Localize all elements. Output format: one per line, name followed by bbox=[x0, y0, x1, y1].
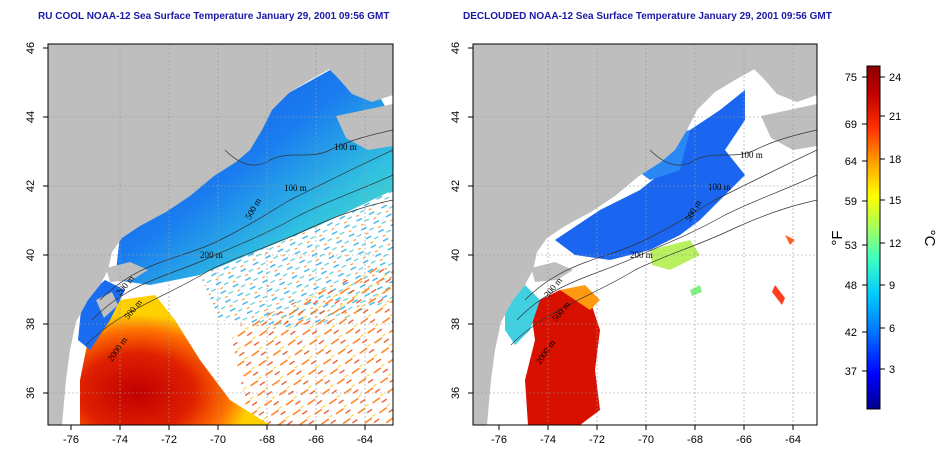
left-long-island bbox=[106, 262, 148, 282]
right-sst-warm-edge bbox=[560, 285, 600, 310]
colorbar-c-tick: 6 bbox=[889, 323, 895, 335]
left-x-tick: -70 bbox=[210, 434, 226, 446]
right-depth-label-1: 100 m bbox=[740, 150, 763, 160]
left-x-tick: -72 bbox=[161, 434, 177, 446]
colorbar-c-tick: 15 bbox=[889, 195, 901, 207]
right-sst-fleck bbox=[690, 285, 702, 296]
left-y-tick: 42 bbox=[25, 180, 37, 192]
colorbar-f-tick: 59 bbox=[845, 196, 857, 208]
left-grid bbox=[48, 44, 393, 425]
colorbar-f-tick: 64 bbox=[845, 156, 857, 168]
right-grid bbox=[473, 44, 817, 425]
left-x-tick: -76 bbox=[63, 434, 79, 446]
colorbar: 75 69 64 59 53 48 42 37 24 21 18 15 12 9… bbox=[829, 65, 938, 410]
colorbar-f-tick: 48 bbox=[845, 280, 857, 292]
left-panel-title: RU COOL NOAA-12 Sea Surface Temperature … bbox=[38, 11, 390, 22]
right-map: 100 m 100 m 500 m 200 m 200 m 500 m 2000… bbox=[450, 42, 818, 446]
colorbar-f-tick: 53 bbox=[845, 240, 857, 252]
colorbar-c-tick: 24 bbox=[889, 72, 901, 84]
colorbar-celsius-label: °C bbox=[921, 230, 938, 247]
left-y-tick: 40 bbox=[25, 249, 37, 261]
left-y-tick: 38 bbox=[25, 318, 37, 330]
right-x-tick-labels: -76 -74 -72 -70 -68 -66 -64 bbox=[491, 434, 801, 446]
colorbar-c-tick: 3 bbox=[889, 364, 895, 376]
right-x-tick: -68 bbox=[687, 434, 703, 446]
left-contour-100 bbox=[224, 129, 393, 166]
right-sst-cool-region bbox=[555, 90, 745, 260]
right-x-tick: -74 bbox=[540, 434, 556, 446]
left-y-tick: 36 bbox=[25, 387, 37, 399]
colorbar-fahrenheit-ticks: 75 69 64 59 53 48 42 37 bbox=[845, 72, 857, 378]
right-contour-500 bbox=[516, 174, 817, 321]
right-map-frame bbox=[472, 43, 818, 426]
left-depth-label-4: 200 m bbox=[200, 250, 223, 260]
left-depth-label-1: 100 m bbox=[334, 142, 357, 152]
colorbar-f-tick: 69 bbox=[845, 119, 857, 131]
left-depth-label-2: 100 m bbox=[284, 183, 307, 193]
colorbar-f-tick: 37 bbox=[845, 366, 857, 378]
left-land bbox=[48, 44, 393, 425]
left-x-tick: -64 bbox=[357, 434, 373, 446]
left-sst-warm-region bbox=[80, 295, 270, 425]
right-depth-label-2: 100 m bbox=[708, 182, 731, 192]
left-y-tick: 46 bbox=[25, 42, 37, 54]
right-long-island bbox=[531, 262, 573, 282]
left-sst-speckle-warm bbox=[230, 260, 393, 425]
right-nova-scotia bbox=[743, 44, 817, 102]
right-panel-title: DECLOUDED NOAA-12 Sea Surface Temperatur… bbox=[463, 11, 832, 22]
colorbar-c-tick: 18 bbox=[889, 154, 901, 166]
right-y-tick: 44 bbox=[450, 111, 462, 123]
colorbar-celsius-ticks: 24 21 18 15 12 9 6 3 bbox=[889, 72, 901, 376]
colorbar-fahrenheit-label: °F bbox=[829, 230, 846, 245]
right-y-tick: 40 bbox=[450, 249, 462, 261]
right-y-tick: 38 bbox=[450, 318, 462, 330]
left-y-tick: 44 bbox=[25, 111, 37, 123]
left-y-tick-labels: 46 44 42 40 38 36 bbox=[25, 42, 37, 399]
colorbar-gradient bbox=[866, 65, 881, 410]
right-y-tick-labels: 46 44 42 40 38 36 bbox=[450, 42, 462, 399]
colorbar-f-tick: 42 bbox=[845, 327, 857, 339]
left-x-tick: -68 bbox=[259, 434, 275, 446]
left-contour-500 bbox=[91, 174, 393, 321]
left-nova-scotia-south bbox=[336, 104, 393, 150]
left-contour-200 bbox=[99, 149, 393, 301]
colorbar-c-tick: 9 bbox=[889, 280, 895, 292]
right-x-tick: -76 bbox=[491, 434, 507, 446]
left-nova-scotia bbox=[318, 44, 393, 102]
right-sst-fleck bbox=[772, 285, 785, 305]
left-map-frame bbox=[47, 43, 394, 426]
left-sst-cool-region bbox=[115, 70, 393, 285]
right-sst-fleck bbox=[785, 235, 795, 245]
left-map: 100 m 100 m 500 m 200 m 200 m 500 m 2000… bbox=[25, 42, 394, 446]
left-x-tick: -74 bbox=[112, 434, 128, 446]
right-x-tick: -66 bbox=[736, 434, 752, 446]
colorbar-c-tick: 12 bbox=[889, 238, 901, 250]
left-x-tick: -66 bbox=[308, 434, 324, 446]
right-nova-scotia-south bbox=[761, 104, 817, 150]
right-x-tick: -64 bbox=[785, 434, 801, 446]
right-contour-100 bbox=[649, 129, 817, 166]
left-tick-marks bbox=[43, 47, 366, 430]
right-x-tick: -70 bbox=[638, 434, 654, 446]
right-contour-200 bbox=[524, 149, 817, 301]
right-y-tick: 46 bbox=[450, 42, 462, 54]
right-y-tick: 42 bbox=[450, 180, 462, 192]
right-x-tick: -72 bbox=[589, 434, 605, 446]
colorbar-f-tick: 75 bbox=[845, 72, 857, 84]
right-tick-marks bbox=[468, 47, 794, 430]
left-x-tick-labels: -76 -74 -72 -70 -68 -66 -64 bbox=[63, 434, 373, 446]
colorbar-tick-marks bbox=[862, 76, 885, 372]
right-land bbox=[473, 44, 817, 425]
colorbar-c-tick: 21 bbox=[889, 111, 901, 123]
right-sst-coastal bbox=[505, 285, 540, 345]
right-y-tick: 36 bbox=[450, 387, 462, 399]
